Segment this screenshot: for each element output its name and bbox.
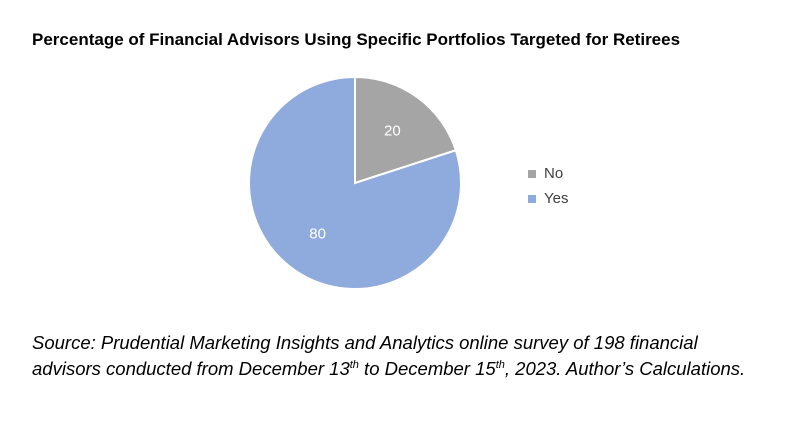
chart-legend: No Yes bbox=[528, 161, 568, 211]
data-label-yes: 80 bbox=[309, 225, 326, 242]
pie-slice-no bbox=[354, 75, 458, 185]
legend-label-yes: Yes bbox=[544, 190, 569, 207]
source-line-2-part-a: advisors conducted from December 13 bbox=[32, 358, 350, 379]
chart-title: Percentage of Financial Advisors Using S… bbox=[32, 30, 681, 49]
legend-swatch-yes bbox=[528, 194, 536, 203]
legend-item-yes: Yes bbox=[528, 186, 568, 211]
source-line-2-part-c: , 2023. Author’s Calculations. bbox=[504, 358, 746, 379]
legend-swatch-no bbox=[528, 169, 536, 178]
source-note: Source: Prudential Marketing Insights an… bbox=[32, 330, 745, 382]
source-line-1: Source: Prudential Marketing Insights an… bbox=[32, 332, 698, 353]
legend-label-no: No bbox=[544, 165, 564, 182]
data-label-no: 20 bbox=[384, 123, 401, 140]
source-line-2-part-b: to December 15 bbox=[358, 358, 496, 379]
source-line-2: advisors conducted from December 13th to… bbox=[32, 356, 745, 382]
pie-slice-yes bbox=[248, 75, 462, 290]
legend-item-no: No bbox=[528, 161, 568, 186]
source-superscript-2: th bbox=[495, 358, 505, 371]
source-superscript-1: th bbox=[349, 358, 359, 371]
